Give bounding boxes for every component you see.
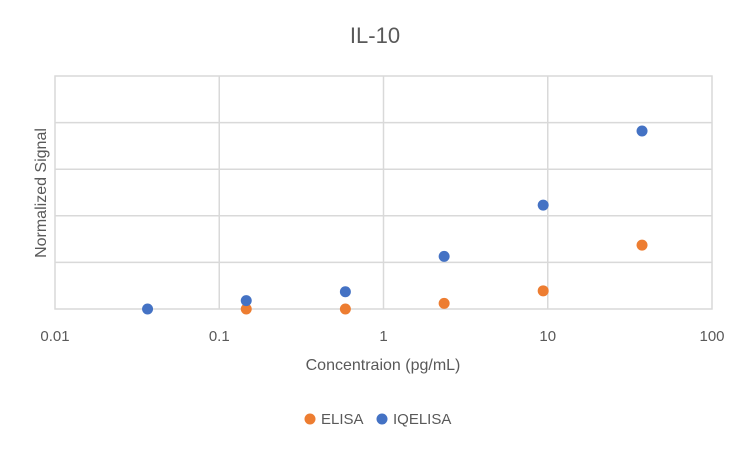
legend-label-elisa: ELISA xyxy=(321,411,364,428)
x-tick-label: 1 xyxy=(379,328,387,345)
x-tick-label: 10 xyxy=(539,328,556,345)
legend-marker-iqelisa xyxy=(376,413,388,425)
data-point-iqelisa xyxy=(438,250,450,262)
data-point-elisa xyxy=(240,303,252,315)
x-tick-label: 100 xyxy=(699,328,724,345)
data-point-elisa xyxy=(636,239,648,251)
x-axis-label: Concentraion (pg/mL) xyxy=(306,357,461,374)
legend-marker-elisa xyxy=(304,413,316,425)
y-axis-label: Normalized Signal xyxy=(33,128,50,258)
x-tick-label: 0.1 xyxy=(209,328,230,345)
data-point-elisa xyxy=(339,303,351,315)
data-point-iqelisa xyxy=(636,125,648,137)
data-point-elisa xyxy=(537,285,549,297)
plot-grid xyxy=(54,75,713,310)
x-tick-label: 0.01 xyxy=(40,328,69,345)
data-point-iqelisa xyxy=(142,303,154,315)
data-point-elisa xyxy=(438,297,450,309)
legend: ELISA IQELISA xyxy=(304,411,451,428)
legend-label-iqelisa: IQELISA xyxy=(393,411,451,428)
chart-title: IL-10 xyxy=(350,23,400,48)
data-point-iqelisa xyxy=(537,199,549,211)
data-point-iqelisa xyxy=(339,286,351,298)
data-point-iqelisa xyxy=(240,295,252,307)
x-tick-labels: 0.01 0.1 1 10 100 xyxy=(40,328,724,345)
data-points xyxy=(142,125,648,315)
